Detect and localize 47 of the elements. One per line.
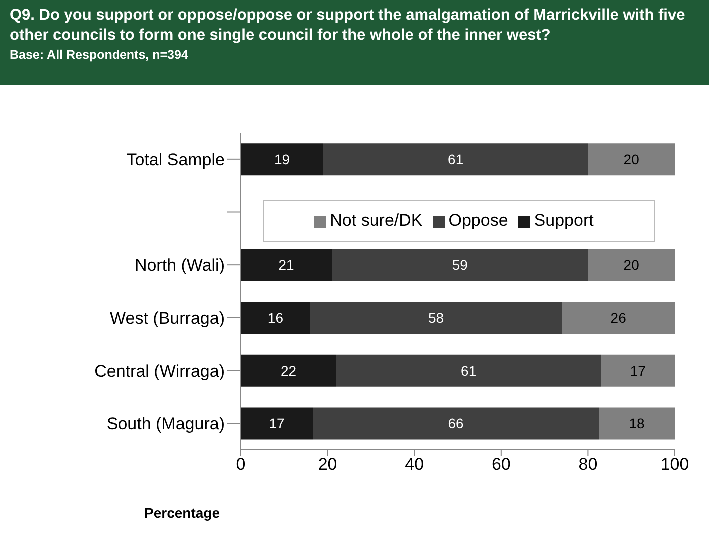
y-tick-label: Central (Wirraga) [94,362,225,381]
bar [599,408,675,440]
x-axis-title: Percentage [144,505,220,521]
y-tick-label: Total Sample [126,150,225,170]
x-tick-label: 100 [660,455,690,474]
y-tick-label: South (Magura) [106,414,225,434]
legend-label: Support [534,211,594,230]
text: Base: All Respondents, n=394 [10,48,190,62]
chart-title: Q9. Do you support or oppose/oppose or support the amalgamation of Marrickville with five other councils to form one single council for the whole of the inner west? [10,6,686,46]
x-tick-label: 20 [318,455,338,474]
y-tick-label: North (Wali) [134,256,225,276]
data-label: 66 [448,416,464,432]
bar [241,354,336,387]
data-label: 58 [428,310,444,326]
data-label: 19 [274,152,290,168]
data-label: 22 [280,362,297,379]
x-tick-label: 80 [578,455,598,474]
bar [241,144,324,176]
bar [601,354,675,387]
bar [562,302,675,334]
data-label: 16 [268,310,284,326]
data-label: 26 [610,310,627,326]
data-label: 18 [629,416,646,432]
bar [336,354,602,387]
y-tick-label: West (Burraga) [110,308,225,328]
data-label: 61 [461,362,477,379]
data-label: 59 [452,257,468,274]
bar [323,144,588,176]
bar [588,249,675,282]
legend-label: Oppose [448,211,508,230]
data-label: 61 [448,152,464,168]
bar [310,302,562,334]
data-label: 20 [624,257,640,274]
legend-label: Not sure/DK [330,211,423,230]
data-label: 20 [624,152,640,168]
x-tick-label: 60 [492,455,511,474]
data-label: 17 [630,362,646,379]
bar [313,408,600,440]
x-tick-label: 40 [405,455,424,474]
bar [332,249,588,282]
data-label: 21 [278,257,295,274]
bar [588,144,675,176]
bar [241,302,310,334]
data-label: 17 [269,416,286,432]
x-tick-label: 0 [236,455,246,474]
bar [241,408,314,440]
bar [241,249,332,282]
